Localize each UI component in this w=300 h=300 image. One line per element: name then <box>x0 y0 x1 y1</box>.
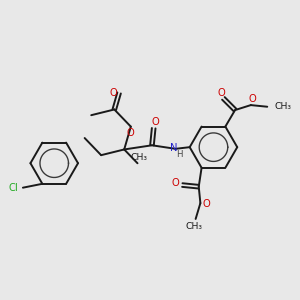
Text: N: N <box>170 143 178 154</box>
Text: O: O <box>127 128 135 138</box>
Text: O: O <box>152 117 159 127</box>
Text: H: H <box>176 150 183 159</box>
Text: O: O <box>171 178 179 188</box>
Text: O: O <box>249 94 256 104</box>
Text: Cl: Cl <box>9 183 19 193</box>
Text: CH₃: CH₃ <box>185 222 203 231</box>
Text: O: O <box>218 88 226 98</box>
Text: O: O <box>202 199 210 209</box>
Text: O: O <box>109 88 117 98</box>
Text: CH₃: CH₃ <box>130 153 148 162</box>
Text: CH₃: CH₃ <box>274 102 292 111</box>
